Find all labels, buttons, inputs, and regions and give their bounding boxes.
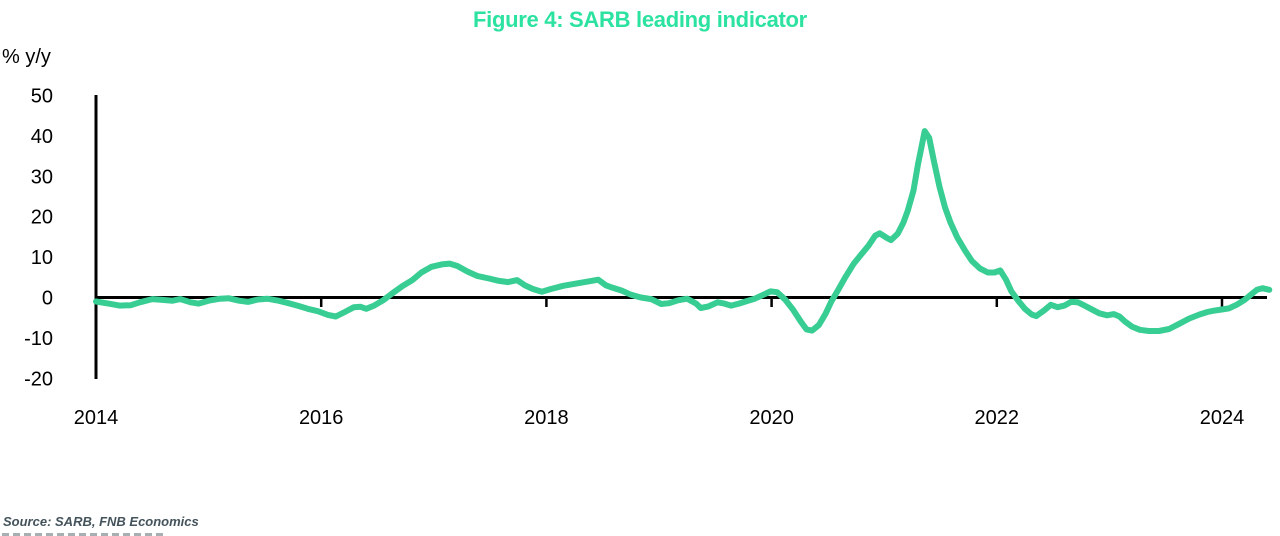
x-tick-label: 2022 <box>975 407 1020 429</box>
y-tick-label: 10 <box>31 247 53 269</box>
x-tick-label: 2016 <box>299 407 344 429</box>
y-tick-label: 40 <box>31 126 53 148</box>
y-axis-unit-label: % y/y <box>2 46 51 68</box>
source-note: Source: SARB, FNB Economics <box>3 514 199 529</box>
indicator-series-line <box>93 128 1273 334</box>
y-tick-label: -20 <box>24 368 53 390</box>
x-tick-label: 2014 <box>74 407 119 429</box>
y-tick-label: 50 <box>31 86 53 108</box>
y-tick-label: 20 <box>31 207 53 229</box>
y-tick-label: -10 <box>24 328 53 350</box>
y-tick-label: 0 <box>42 288 53 310</box>
x-tick-label: 2018 <box>524 407 569 429</box>
chart-title: Figure 4: SARB leading indicator <box>473 7 807 32</box>
y-tick-label: 30 <box>31 166 53 188</box>
x-tick-label: 2020 <box>749 407 794 429</box>
cropped-text-line <box>2 533 165 536</box>
sarb-leading-indicator-line-chart: 2014 2016 2018 2020 2022 2024 50 40 30 20 10 0 -10 -2… <box>24 86 1273 429</box>
x-tick-label: 2024 <box>1200 407 1245 429</box>
